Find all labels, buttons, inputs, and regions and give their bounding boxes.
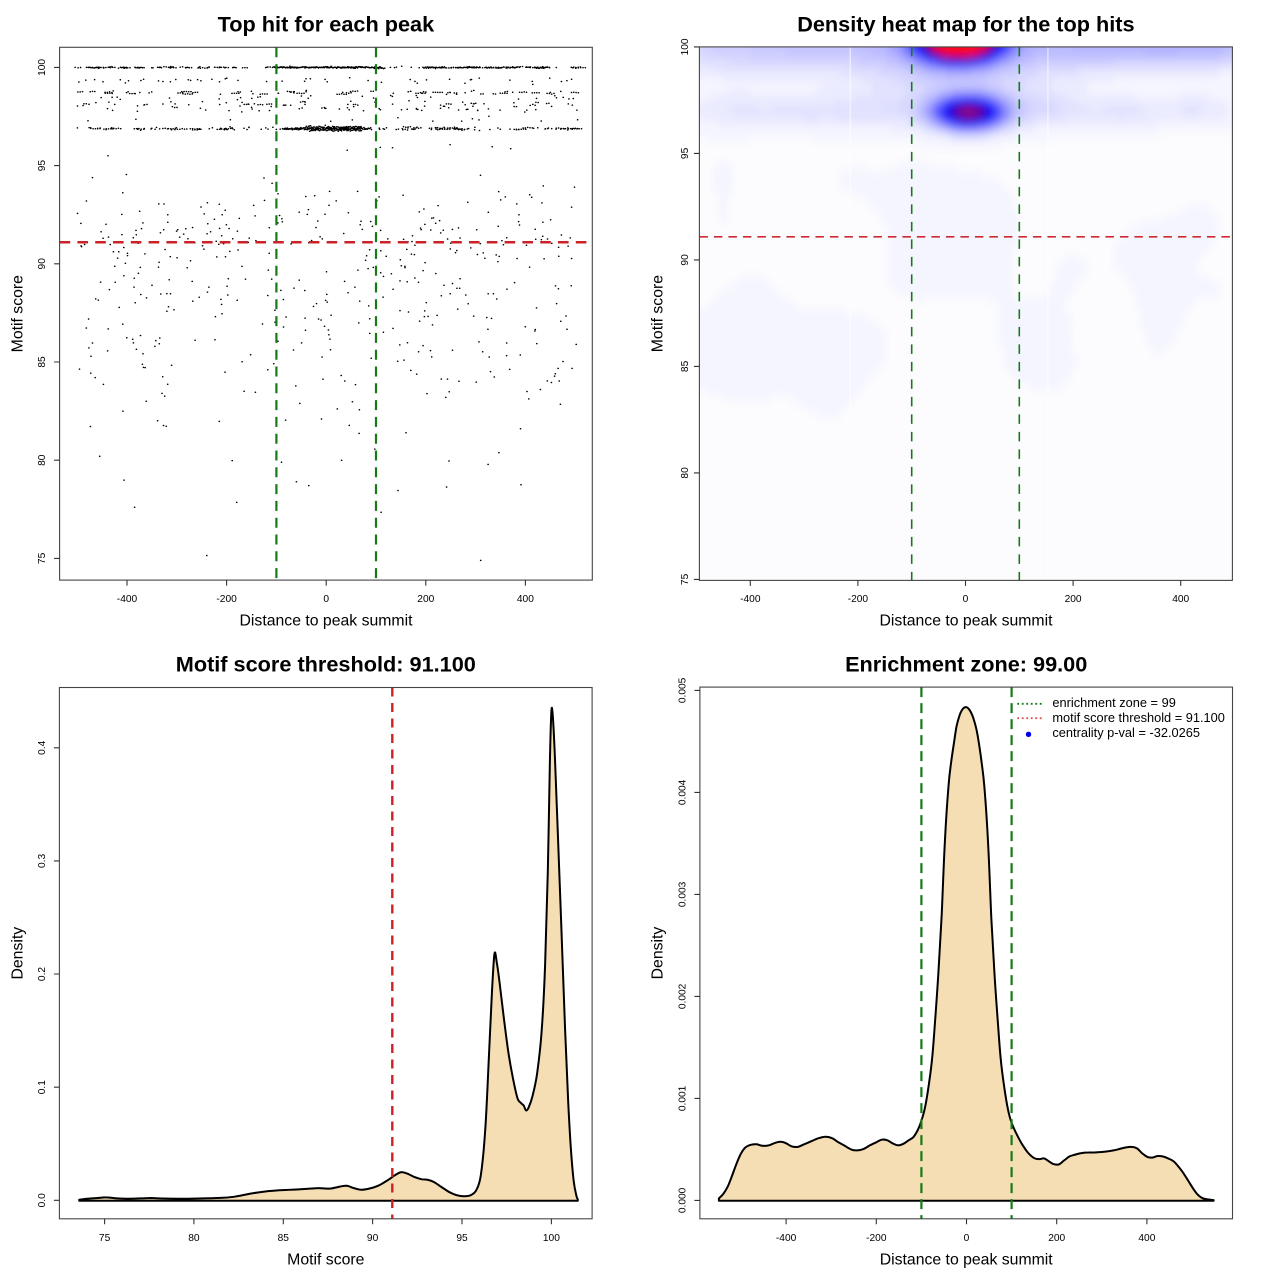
svg-text:0.2: 0.2 (37, 967, 48, 981)
svg-text:-200: -200 (216, 594, 237, 605)
svg-text:motif score threshold = 91.100: motif score threshold = 91.100 (1052, 710, 1225, 725)
svg-text:75: 75 (99, 1233, 111, 1244)
svg-text:75: 75 (680, 573, 691, 585)
svg-text:100: 100 (680, 38, 691, 55)
svg-text:90: 90 (37, 258, 48, 270)
svg-text:0.005: 0.005 (678, 677, 689, 703)
svg-text:200: 200 (1065, 594, 1082, 605)
svg-text:centrality p-val = -32.0265: centrality p-val = -32.0265 (1052, 725, 1200, 740)
svg-text:Top hit for each peak: Top hit for each peak (218, 12, 435, 37)
svg-text:-200: -200 (866, 1233, 887, 1244)
svg-text:80: 80 (680, 467, 691, 479)
svg-text:Motif score threshold: 91.100: Motif score threshold: 91.100 (176, 652, 476, 677)
svg-text:0.1: 0.1 (37, 1080, 48, 1094)
svg-text:Density: Density (649, 927, 666, 980)
svg-text:90: 90 (367, 1233, 379, 1244)
svg-text:Distance to peak summit: Distance to peak summit (240, 613, 414, 630)
svg-text:400: 400 (1172, 594, 1189, 605)
svg-text:0: 0 (964, 1233, 970, 1244)
svg-text:0: 0 (323, 594, 329, 605)
svg-text:Density: Density (9, 927, 26, 980)
svg-text:200: 200 (1048, 1233, 1065, 1244)
svg-text:95: 95 (456, 1233, 468, 1244)
svg-text:Distance to peak summit: Distance to peak summit (880, 613, 1054, 630)
svg-text:Motif score: Motif score (9, 275, 26, 352)
svg-text:85: 85 (278, 1233, 290, 1244)
svg-text:75: 75 (37, 552, 48, 564)
svg-text:Enrichment zone: 99.00: Enrichment zone: 99.00 (845, 652, 1087, 677)
svg-text:0.000: 0.000 (678, 1187, 689, 1213)
svg-text:95: 95 (37, 160, 48, 172)
svg-text:0.3: 0.3 (37, 853, 48, 867)
svg-text:-200: -200 (848, 594, 869, 605)
svg-text:85: 85 (37, 356, 48, 368)
svg-text:400: 400 (517, 594, 534, 605)
svg-text:Distance to peak summit: Distance to peak summit (880, 1252, 1054, 1269)
svg-text:200: 200 (417, 594, 434, 605)
svg-text:Motif score: Motif score (649, 275, 666, 352)
svg-text:Motif score: Motif score (287, 1252, 364, 1269)
svg-text:80: 80 (188, 1233, 200, 1244)
svg-text:-400: -400 (740, 594, 761, 605)
svg-text:0.0: 0.0 (37, 1193, 48, 1207)
svg-text:0.001: 0.001 (678, 1085, 689, 1111)
svg-text:0.002: 0.002 (678, 983, 689, 1009)
svg-text:90: 90 (680, 254, 691, 266)
svg-text:100: 100 (37, 59, 48, 76)
svg-text:400: 400 (1138, 1233, 1155, 1244)
svg-text:-400: -400 (117, 594, 138, 605)
svg-text:80: 80 (37, 454, 48, 466)
svg-text:100: 100 (543, 1233, 560, 1244)
svg-text:0.4: 0.4 (37, 740, 48, 754)
svg-text:0.003: 0.003 (678, 881, 689, 907)
svg-text:Density heat map for the top h: Density heat map for the top hits (797, 12, 1134, 37)
svg-text:-400: -400 (776, 1233, 797, 1244)
svg-text:85: 85 (680, 360, 691, 372)
svg-text:0: 0 (963, 594, 969, 605)
svg-text:0.004: 0.004 (678, 779, 689, 805)
svg-text:enrichment zone = 99: enrichment zone = 99 (1052, 695, 1175, 710)
svg-text:95: 95 (680, 147, 691, 159)
